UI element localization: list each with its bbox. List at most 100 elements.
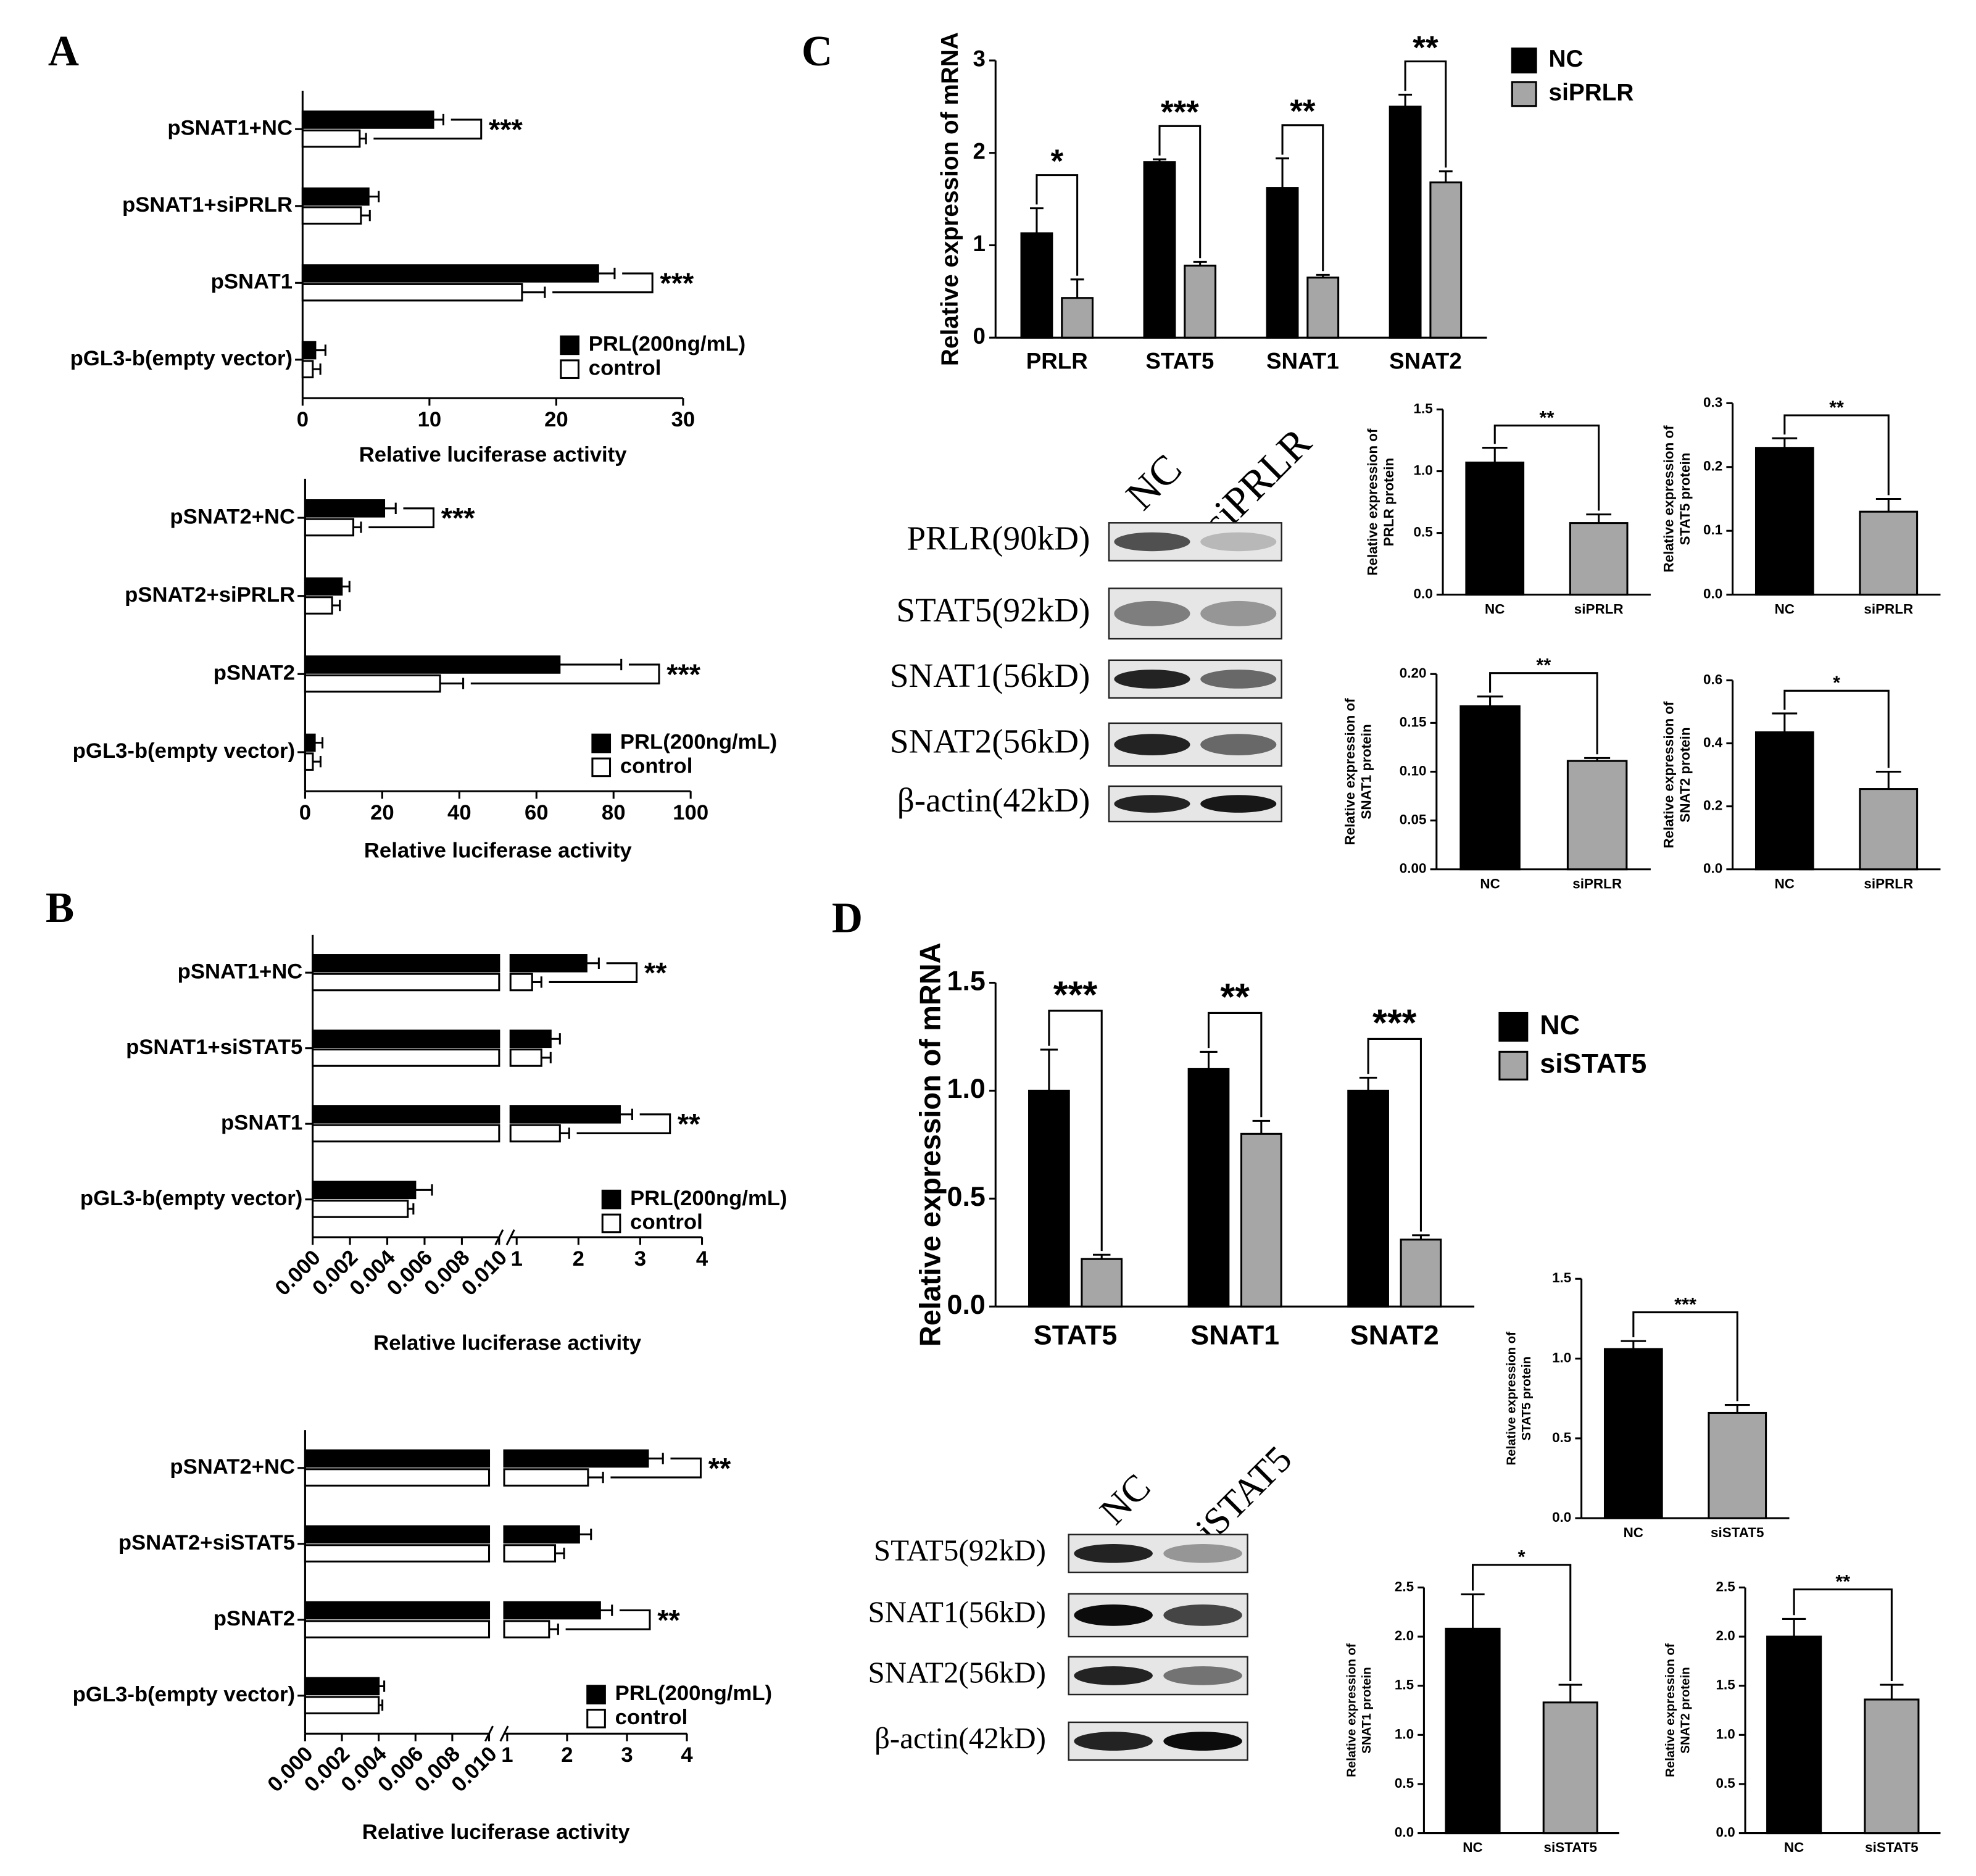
- x-tick-label: 40: [447, 801, 471, 824]
- legend-label: PRL(200ng/mL): [589, 333, 745, 356]
- bar: [1306, 276, 1340, 339]
- y-tick-label: 0.0: [1716, 1825, 1735, 1840]
- bar: [312, 1181, 417, 1200]
- x-tick-label: NC: [1485, 601, 1505, 616]
- bar: [304, 518, 355, 537]
- bar: [509, 1124, 561, 1143]
- y-tick-label: 0.5: [1552, 1430, 1571, 1445]
- x-tick-label: 20: [370, 801, 394, 824]
- bar: [304, 1696, 380, 1714]
- x-tick-label: 80: [602, 801, 626, 824]
- bar: [1240, 1132, 1282, 1308]
- lane-label: NC: [1117, 445, 1190, 518]
- y-tick-label: 1.0: [947, 1073, 985, 1104]
- significance-bracket: [1367, 1037, 1422, 1232]
- bar: [1569, 522, 1629, 596]
- significance-bracket: [1793, 1588, 1893, 1681]
- y-tick-label: 2.5: [1395, 1579, 1414, 1594]
- x-tick-label: NC: [1624, 1525, 1643, 1540]
- y-tick-label: 0.0: [1395, 1825, 1414, 1840]
- bar: [304, 1620, 491, 1638]
- significance-bracket: [1783, 689, 1890, 768]
- y-tick-label: pSNAT1+NC: [178, 960, 303, 983]
- x-tick-label: siPRLR: [1574, 601, 1624, 616]
- legend-label: siSTAT5: [1540, 1048, 1646, 1079]
- y-tick-label: 1.5: [1716, 1677, 1735, 1693]
- bar: [509, 1048, 542, 1067]
- y-tick-label: 0.20: [1400, 665, 1427, 681]
- y-tick-label: 1.0: [1395, 1726, 1414, 1741]
- significance-label: ***: [489, 113, 523, 146]
- x-tick-label: siPRLR: [1864, 876, 1913, 891]
- y-axis-label: Relative expression of: [1661, 425, 1676, 573]
- bar: [509, 954, 587, 973]
- bar: [1184, 264, 1217, 339]
- panel-label: D: [832, 894, 863, 942]
- y-axis-label: STAT5 protein: [1677, 452, 1693, 545]
- bar: [312, 1200, 409, 1218]
- blot-row-label: STAT5(92kD): [874, 1534, 1046, 1567]
- y-axis-label: SNAT1 protein: [1358, 724, 1374, 819]
- significance-label: **: [1540, 407, 1555, 428]
- y-axis-label: Relative expression of: [1664, 1643, 1677, 1777]
- legend-swatch: [586, 1685, 606, 1704]
- x-tick-label: siPRLR: [1864, 601, 1913, 616]
- significance-bracket: [1036, 174, 1079, 276]
- significance-bracket: [368, 507, 435, 528]
- significance-bracket: [565, 1609, 651, 1630]
- blot-row-label: SNAT1(56kD): [890, 657, 1090, 694]
- y-tick-label: 0.4: [1703, 735, 1723, 750]
- y-tick-label: 0.6: [1703, 671, 1722, 687]
- significance-bracket: [610, 1457, 702, 1479]
- significance-bracket: [1281, 124, 1324, 272]
- bar: [1566, 760, 1628, 871]
- bar: [1081, 1258, 1123, 1308]
- y-tick-label: 0.5: [1716, 1775, 1735, 1791]
- y-tick-label: pSNAT1+NC: [167, 116, 293, 139]
- significance-bracket: [1632, 1311, 1738, 1401]
- y-axis-label: SNAT2 protein: [1677, 728, 1693, 823]
- legend-label: control: [589, 356, 662, 380]
- legend-label: PRL(200ng/mL): [630, 1187, 787, 1210]
- blot-band: [1074, 1604, 1153, 1626]
- legend-swatch: [1498, 1050, 1529, 1081]
- bar: [503, 1525, 580, 1544]
- significance-bracket: [1207, 1011, 1263, 1118]
- bar: [312, 1105, 500, 1124]
- blot-band: [1200, 795, 1277, 813]
- x-tick-label: 30: [671, 408, 695, 431]
- bar: [301, 264, 599, 283]
- significance-bracket: [373, 118, 483, 140]
- bar: [1459, 705, 1521, 871]
- y-tick-label: pSNAT2+NC: [170, 505, 295, 528]
- blot-row-label: SNAT1(56kD): [868, 1595, 1045, 1629]
- blot-row-label: STAT5(92kD): [896, 591, 1090, 629]
- bar: [503, 1468, 589, 1487]
- significance-label: ***: [1674, 1294, 1696, 1315]
- y-tick-label: 0.10: [1400, 763, 1427, 778]
- x-tick-label: 0: [299, 801, 311, 824]
- y-tick-label: 3: [973, 46, 985, 72]
- y-tick-label: pSNAT1+siSTAT5: [126, 1036, 302, 1059]
- bar: [304, 752, 314, 771]
- bar: [301, 129, 361, 148]
- x-tick-label: siSTAT5: [1544, 1840, 1597, 1855]
- y-axis-label: SNAT1 protein: [1360, 1667, 1374, 1753]
- bar: [503, 1544, 557, 1563]
- y-tick-label: pGL3-b(empty vector): [70, 347, 293, 370]
- bar: [509, 973, 533, 992]
- bar: [1859, 510, 1919, 596]
- significance-label: **: [1835, 1571, 1850, 1592]
- bar: [304, 1468, 491, 1487]
- bar: [304, 596, 333, 615]
- legend-label: control: [615, 1706, 688, 1729]
- y-tick-label: 2.5: [1716, 1579, 1735, 1594]
- significance-bracket: [1158, 125, 1202, 259]
- bar: [312, 1124, 500, 1143]
- blot-band: [1114, 795, 1190, 813]
- bar: [503, 1601, 601, 1620]
- y-tick-label: 1.5: [1413, 401, 1432, 416]
- significance-bracket: [1493, 425, 1600, 511]
- blot-band: [1163, 1732, 1242, 1751]
- legend-label: control: [620, 755, 693, 778]
